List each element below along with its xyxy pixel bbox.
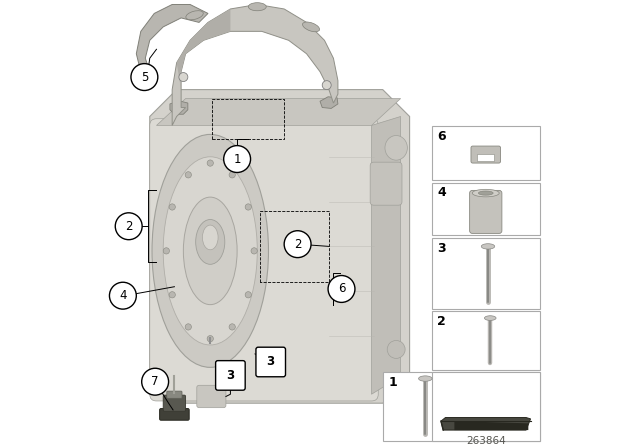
Ellipse shape bbox=[163, 157, 257, 345]
Text: 6: 6 bbox=[338, 282, 345, 296]
Ellipse shape bbox=[248, 3, 266, 11]
Bar bbox=[477, 154, 494, 161]
Polygon shape bbox=[157, 99, 401, 125]
Text: 263864: 263864 bbox=[466, 436, 506, 446]
Ellipse shape bbox=[387, 340, 405, 358]
Polygon shape bbox=[371, 116, 401, 394]
Text: 2: 2 bbox=[294, 237, 301, 251]
FancyBboxPatch shape bbox=[163, 395, 186, 411]
Circle shape bbox=[207, 160, 213, 166]
Circle shape bbox=[284, 231, 311, 258]
Text: 1: 1 bbox=[388, 376, 397, 389]
Polygon shape bbox=[454, 421, 529, 430]
Polygon shape bbox=[136, 4, 208, 81]
Circle shape bbox=[229, 172, 236, 178]
Ellipse shape bbox=[152, 134, 269, 367]
Circle shape bbox=[245, 292, 252, 298]
Ellipse shape bbox=[202, 225, 218, 250]
FancyBboxPatch shape bbox=[256, 347, 285, 377]
Ellipse shape bbox=[184, 197, 237, 305]
Polygon shape bbox=[441, 418, 531, 430]
Ellipse shape bbox=[419, 376, 432, 381]
Text: 2: 2 bbox=[125, 220, 132, 233]
Ellipse shape bbox=[303, 22, 319, 32]
Circle shape bbox=[328, 276, 355, 302]
FancyBboxPatch shape bbox=[159, 409, 189, 420]
FancyBboxPatch shape bbox=[470, 190, 502, 233]
Text: 1: 1 bbox=[234, 152, 241, 166]
Circle shape bbox=[109, 282, 136, 309]
Circle shape bbox=[207, 336, 213, 342]
Ellipse shape bbox=[472, 190, 499, 197]
Circle shape bbox=[169, 292, 175, 298]
Ellipse shape bbox=[478, 191, 493, 195]
Polygon shape bbox=[172, 4, 338, 125]
Bar bbox=[432, 311, 540, 370]
Text: 4: 4 bbox=[437, 186, 446, 199]
Polygon shape bbox=[177, 9, 230, 90]
Circle shape bbox=[115, 213, 142, 240]
Text: 5: 5 bbox=[141, 70, 148, 84]
FancyBboxPatch shape bbox=[167, 391, 182, 398]
Bar bbox=[432, 126, 540, 180]
Circle shape bbox=[131, 64, 158, 90]
Bar bbox=[432, 372, 540, 441]
Circle shape bbox=[245, 204, 252, 210]
Circle shape bbox=[185, 172, 191, 178]
Text: 3: 3 bbox=[267, 355, 275, 369]
Bar bbox=[432, 183, 540, 235]
Circle shape bbox=[224, 146, 251, 172]
Polygon shape bbox=[150, 90, 410, 403]
FancyBboxPatch shape bbox=[197, 385, 226, 408]
Ellipse shape bbox=[484, 316, 496, 320]
Ellipse shape bbox=[196, 220, 225, 264]
Text: 2: 2 bbox=[437, 315, 446, 328]
Text: 6: 6 bbox=[437, 130, 446, 143]
Text: 4: 4 bbox=[119, 289, 127, 302]
Circle shape bbox=[251, 248, 257, 254]
Circle shape bbox=[179, 73, 188, 82]
Text: 3: 3 bbox=[227, 369, 234, 382]
Circle shape bbox=[323, 81, 332, 90]
FancyBboxPatch shape bbox=[370, 162, 402, 205]
Circle shape bbox=[163, 248, 170, 254]
Polygon shape bbox=[320, 97, 338, 108]
Text: 7: 7 bbox=[152, 375, 159, 388]
Text: 3: 3 bbox=[437, 242, 446, 255]
FancyBboxPatch shape bbox=[150, 119, 378, 401]
Ellipse shape bbox=[186, 11, 204, 20]
Bar bbox=[432, 238, 540, 309]
Circle shape bbox=[229, 324, 236, 330]
Circle shape bbox=[141, 368, 168, 395]
FancyBboxPatch shape bbox=[471, 146, 500, 163]
Ellipse shape bbox=[385, 135, 408, 160]
Bar bbox=[383, 372, 540, 441]
Circle shape bbox=[185, 324, 191, 330]
Circle shape bbox=[169, 204, 175, 210]
Ellipse shape bbox=[481, 244, 495, 249]
Polygon shape bbox=[170, 101, 188, 114]
FancyBboxPatch shape bbox=[216, 361, 245, 390]
